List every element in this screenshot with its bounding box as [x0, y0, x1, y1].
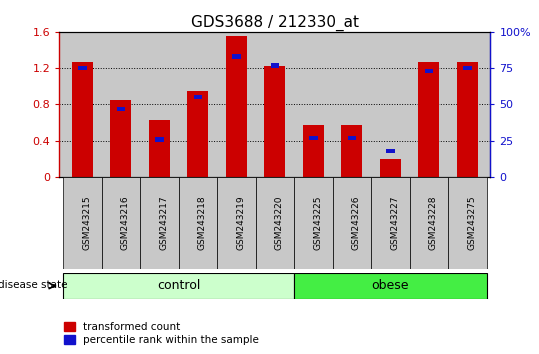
Bar [418, 62, 439, 177]
Bar [341, 125, 362, 177]
Text: GSM243218: GSM243218 [198, 196, 207, 250]
Bar [294, 177, 333, 269]
Bar [463, 66, 472, 70]
Bar [149, 120, 170, 177]
Text: control: control [157, 279, 201, 292]
Text: obese: obese [371, 279, 409, 292]
Bar [188, 91, 209, 177]
Bar [371, 177, 410, 269]
Bar [72, 62, 93, 177]
Bar [63, 273, 294, 299]
Bar [155, 137, 164, 142]
Text: GSM243220: GSM243220 [275, 196, 284, 250]
Title: GDS3688 / 212330_at: GDS3688 / 212330_at [191, 14, 359, 30]
Bar [294, 273, 487, 299]
Bar [232, 54, 240, 59]
Text: GSM243217: GSM243217 [160, 196, 168, 250]
Bar [78, 66, 87, 70]
Bar [425, 69, 433, 73]
Bar [102, 177, 140, 269]
Bar [380, 159, 401, 177]
Bar [410, 177, 448, 269]
Bar [303, 125, 324, 177]
Bar [448, 177, 487, 269]
Bar [217, 177, 255, 269]
Bar [110, 100, 132, 177]
Text: GSM243216: GSM243216 [121, 196, 130, 250]
Text: GSM243225: GSM243225 [313, 196, 322, 250]
Bar [386, 149, 395, 153]
Bar [178, 177, 217, 269]
Bar [194, 95, 202, 99]
Bar [140, 177, 178, 269]
Bar [264, 66, 286, 177]
Bar [333, 177, 371, 269]
Bar [255, 177, 294, 269]
Bar [63, 177, 102, 269]
Text: GSM243219: GSM243219 [237, 196, 245, 250]
Text: GSM243228: GSM243228 [429, 196, 438, 250]
Bar [226, 36, 247, 177]
Text: GSM243275: GSM243275 [467, 196, 476, 250]
Bar [457, 62, 478, 177]
Text: GSM243215: GSM243215 [82, 196, 92, 250]
Bar [348, 136, 356, 140]
Text: GSM243226: GSM243226 [352, 196, 361, 250]
Bar [271, 63, 279, 68]
Text: disease state: disease state [0, 280, 67, 290]
Bar [116, 107, 125, 111]
Text: GSM243227: GSM243227 [390, 196, 399, 250]
Bar [309, 136, 317, 140]
Legend: transformed count, percentile rank within the sample: transformed count, percentile rank withi… [65, 322, 259, 345]
